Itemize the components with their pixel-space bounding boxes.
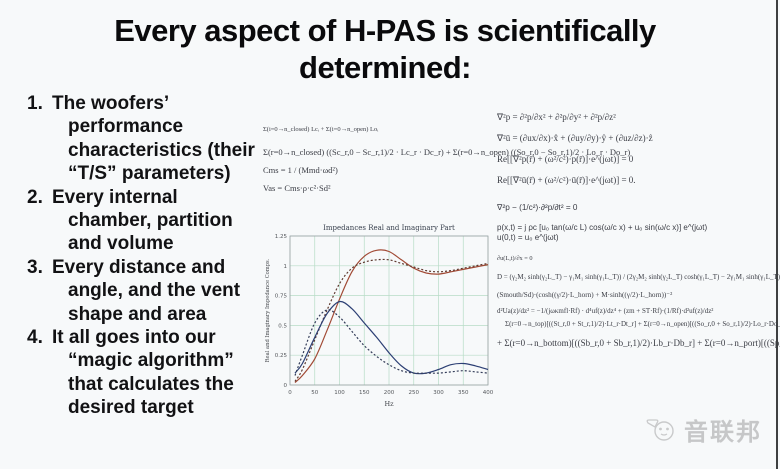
x-tick-label: 50	[311, 390, 318, 396]
equation-line: ∇²ū = (∂ux/∂x)·x̂ + (∂uy/∂y)·ŷ + (∂uz/∂z…	[497, 133, 653, 143]
chart-title: Impedances Real and Imaginary Part	[323, 224, 455, 232]
equation-line: D = (γ₂M₂ sinh(γ₂L_T) − γ₁M₁ sinh(γ₁L_T)…	[497, 273, 780, 281]
x-tick-label: 0	[288, 390, 292, 396]
y-tick-label: 0.5	[278, 323, 287, 329]
equation-line: Re[[∇²p(r̄) + (ω²/c²)·p(r̄)]·e^(jωt)] = …	[497, 154, 634, 164]
series-imaginary-part-dashed	[294, 309, 489, 376]
bullet-number: 2.	[27, 186, 43, 208]
equation-line: Cms = 1 / (Mmd·ωd²)	[263, 165, 338, 175]
bullet-list: 1. The woofers’ performance characterist…	[27, 92, 265, 420]
plot-frame	[289, 235, 489, 386]
x-tick-label: 350	[458, 390, 469, 396]
bullet-number: 4.	[27, 327, 43, 349]
equation-line: Σ(r=0→n_closed) ((Sc_r,0 − Sc_r,1)/2 · L…	[263, 147, 631, 157]
watermark-text: 音联邦	[684, 418, 762, 446]
watermark: 音联邦	[644, 412, 762, 447]
bullet-text: Every distance and angle, and the vent s…	[52, 256, 241, 325]
page-title: Every aspect of H-PAS is scientifically …	[30, 12, 740, 86]
watermark-logo-icon	[646, 418, 674, 441]
y-tick-label: 1	[284, 264, 288, 270]
bullet-item: 3. Every distance and angle, and the ven…	[27, 256, 265, 326]
bullet-number: 1.	[27, 93, 43, 114]
y-tick-label: 1.25	[275, 234, 288, 240]
equation-line: Σ(r=0→n_top)[((St_r,0 + St_r,1)/2)·Lt_r·…	[505, 320, 780, 328]
x-tick-label: 150	[359, 390, 370, 396]
chart-y-label: Real and Imaginary Impedance Comps.	[265, 258, 271, 362]
equation-line: Re[[∇²ū(r̄) + (ω²/c²)·ū(r̄)]·e^(jωt)] = …	[497, 175, 636, 185]
x-tick-label: 100	[334, 390, 345, 396]
equation-line: ∇²p − (1/c²)·∂²p/∂t² = 0	[497, 203, 578, 212]
y-tick-label: 0.75	[275, 294, 288, 300]
y-tick-label: 0.25	[275, 353, 288, 359]
y-tick-label: 0	[284, 383, 288, 389]
equation-line: + Σ(r=0→n_bottom)[((Sb_r,0 + Sb_r,1)/2)·…	[497, 338, 780, 348]
series-real-part-solid	[294, 249, 489, 384]
bullet-text: It all goes into our “magic algorithm” t…	[52, 327, 234, 419]
bullet-item: 1. The woofers’ performance characterist…	[27, 92, 265, 186]
x-tick-label: 300	[433, 390, 444, 396]
equation-line: u(0,t) = u₀ e^(jωt)	[497, 233, 559, 242]
equation-line: ∂u(L,t)/∂x = 0	[497, 255, 533, 262]
equation-line: p(x,t) = j ρc [u₀ tan(ω/c L) cos(ω/c x) …	[497, 223, 708, 232]
wave-equations: ∇²p = ∂²p/∂x² + ∂²p/∂y² + ∂²p/∂z² ∇²ū = …	[497, 112, 780, 358]
impedance-chart: 0 50 100 150 200 250 300 350 400 0 0.25 0.5 0.75 1 1.2…	[262, 222, 495, 414]
equation-line: Vas = Cms·ρ·c²·Sd²	[263, 183, 331, 193]
chart-x-label: Hz	[384, 400, 394, 408]
x-tick-label: 250	[409, 390, 420, 396]
equation-line: (Smouth/Sd)·(cosh((γ/2)·L_horn) + M·sinh…	[497, 291, 673, 299]
equation-line: d²Ua(z)/dz² = −1/(jωκmfl·Rf) · d⁴uf(z)/d…	[497, 307, 714, 315]
bullet-item: 2. Every internal chamber, partition and…	[27, 186, 265, 256]
x-tick-label: 400	[483, 390, 494, 396]
bullet-text: Every internal chamber, partition and vo…	[52, 186, 233, 255]
slide-right-border	[776, 0, 778, 469]
page-title-line1: Every aspect of H-PAS is scientifically	[114, 13, 656, 48]
chart-canvas: 0 50 100 150 200 250 300 350 400 0 0.25 0.5 0.75 1 1.2…	[265, 224, 494, 408]
page-title-line2: determined:	[299, 50, 471, 85]
bullet-text: The woofers’ performance characteristics…	[52, 93, 255, 185]
bullet-item: 4. It all goes into our “magic algorithm…	[27, 326, 265, 420]
thiele-small-equations: Σ(i=0→n_closed) Lcᵢ + Σ(i=0→n_open) Loᵢ …	[263, 126, 631, 201]
series-imaginary-part-solid	[294, 300, 489, 375]
bullet-number: 3.	[27, 256, 43, 278]
equation-line: ∇²p = ∂²p/∂x² + ∂²p/∂y² + ∂²p/∂z²	[497, 112, 616, 122]
x-tick-label: 200	[384, 390, 395, 396]
equation-line: Σ(i=0→n_closed) Lcᵢ + Σ(i=0→n_open) Loᵢ	[263, 126, 379, 133]
